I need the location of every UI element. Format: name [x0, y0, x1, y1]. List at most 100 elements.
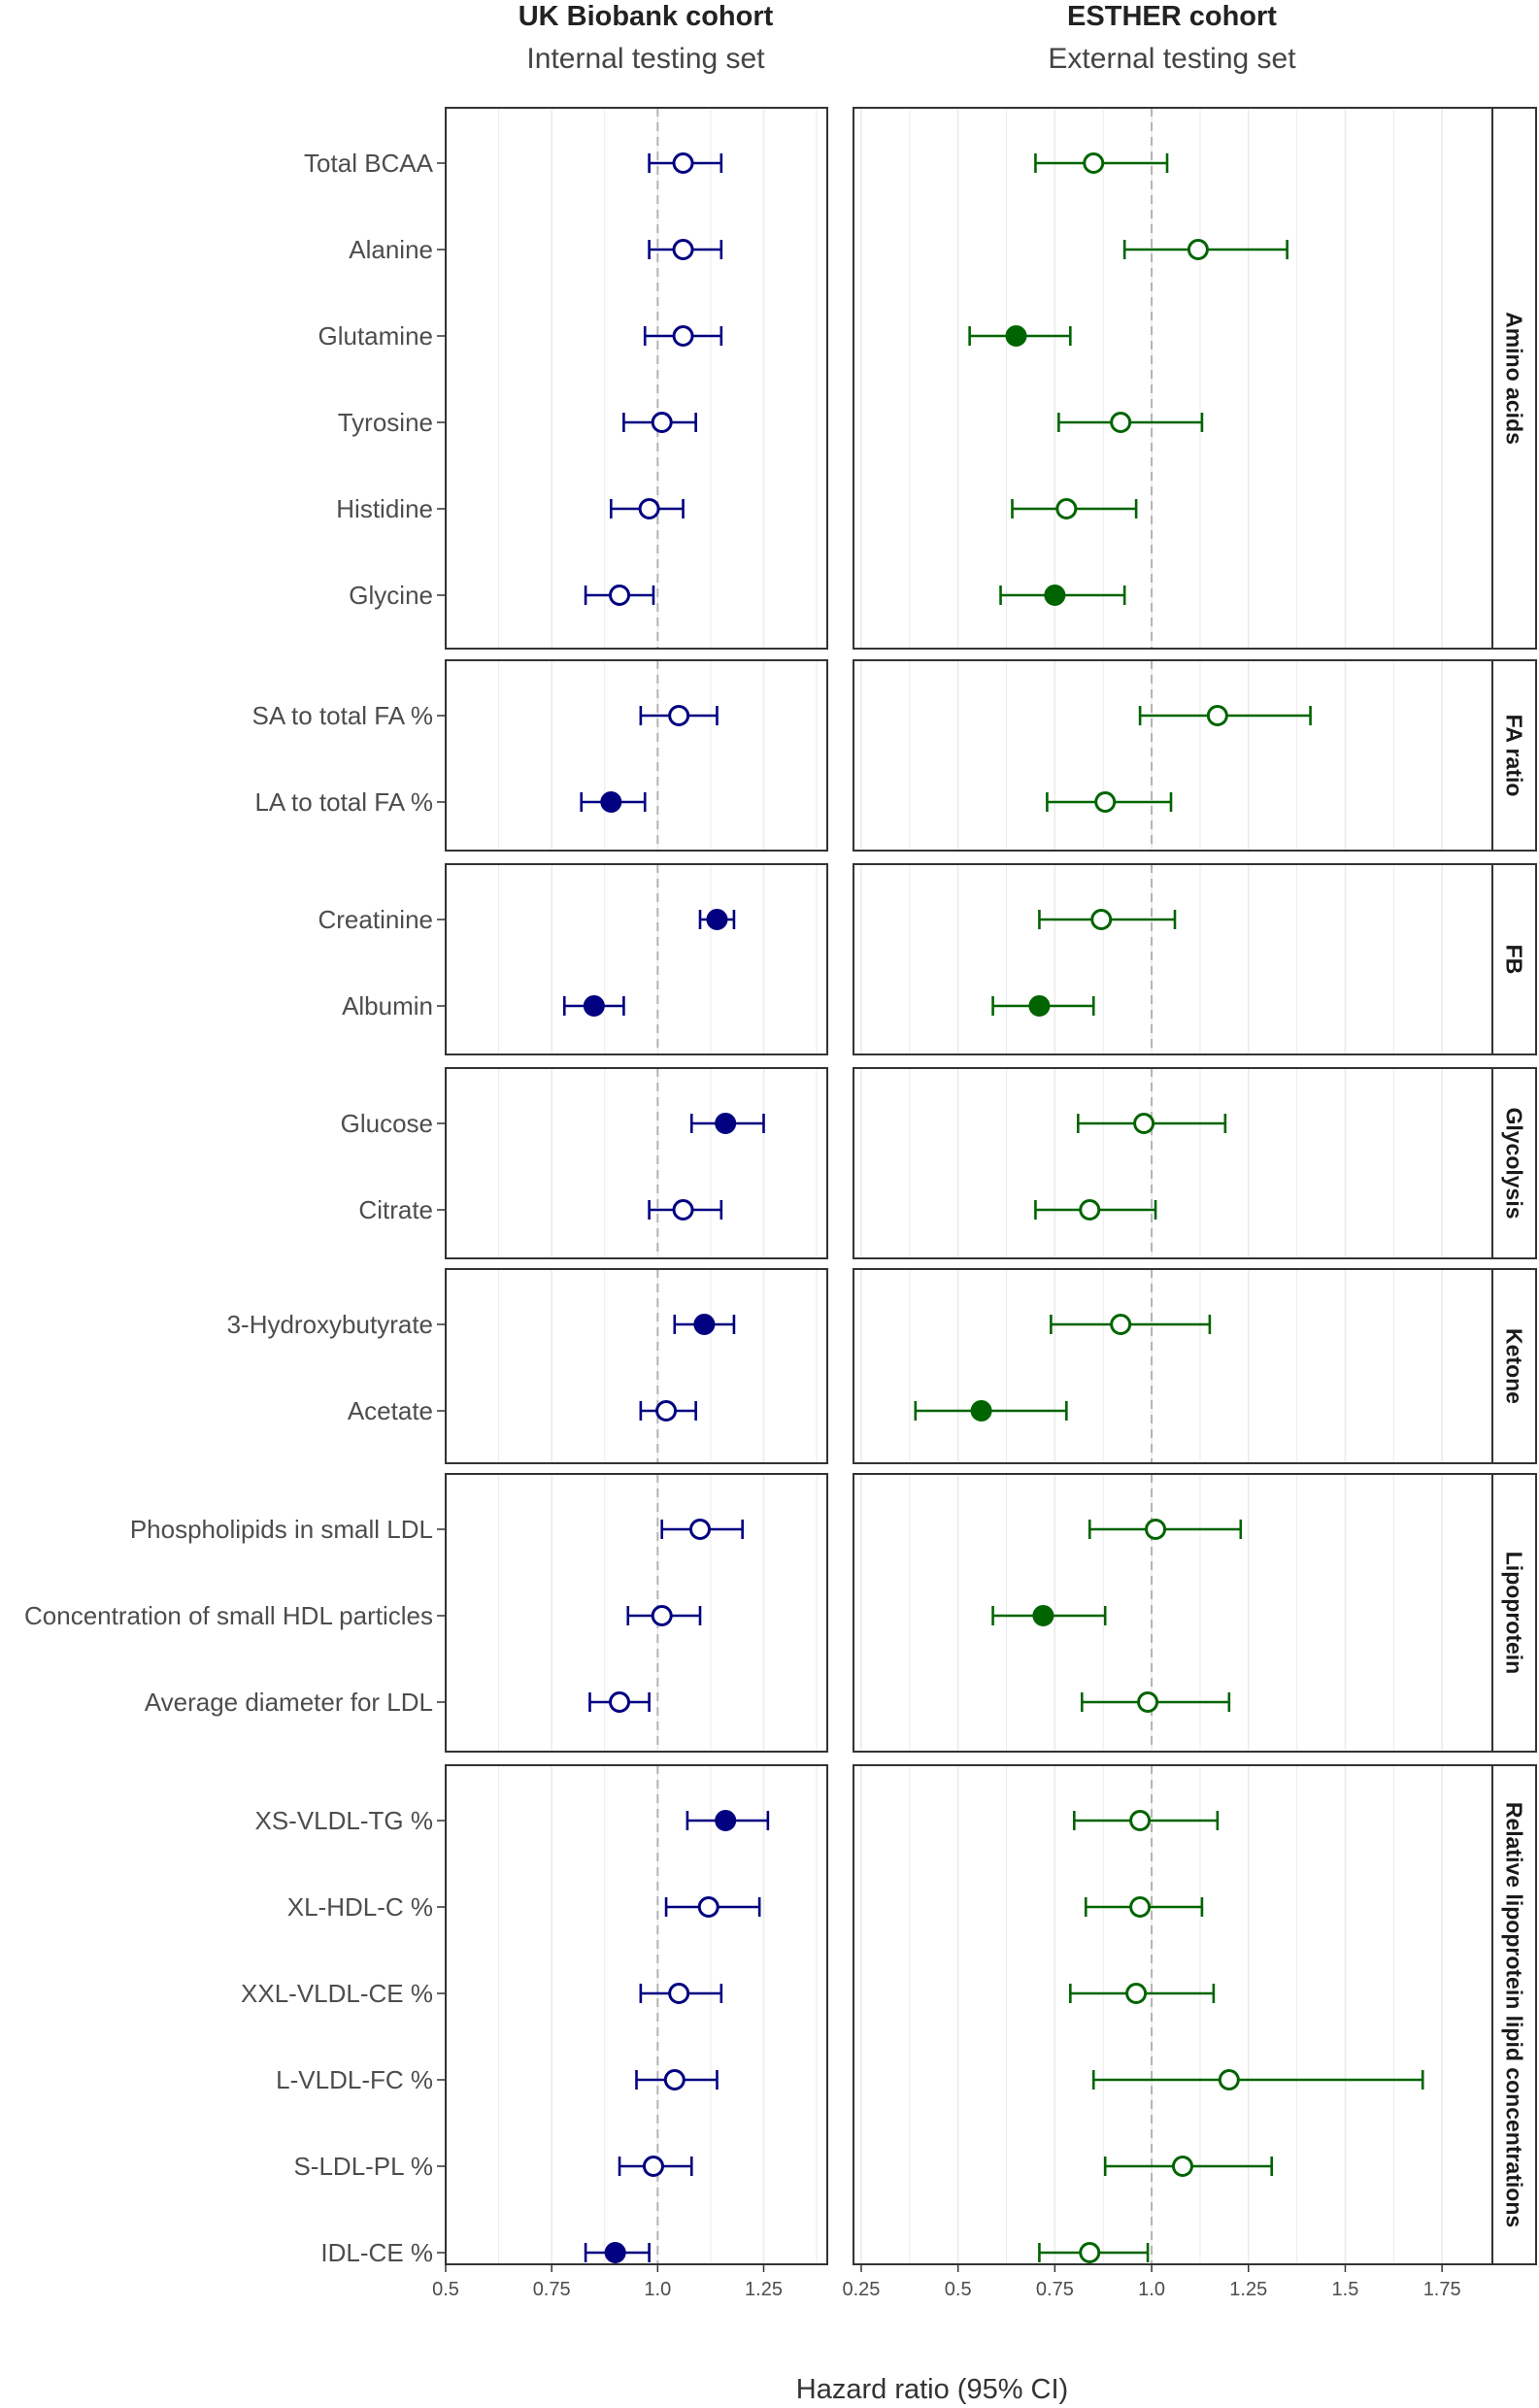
facet-label: FA ratio	[1502, 715, 1527, 797]
esther-panel-title: ESTHER cohort	[1067, 1, 1277, 32]
hr-point	[715, 1810, 737, 1831]
x-tick-label: 1.0	[644, 2279, 671, 2300]
ukb-panel-title: UK Biobank cohort	[519, 1, 774, 32]
hr-point	[1044, 585, 1066, 606]
row-label: XS-VLDL-TG %	[255, 1806, 434, 1835]
panel-background	[853, 1269, 1492, 1463]
hr-point	[689, 1519, 711, 1540]
row-label: Albumin	[342, 991, 433, 1020]
hr-point	[609, 585, 631, 606]
row-label: IDL-CE %	[320, 2238, 433, 2267]
row-label: XL-HDL-C %	[287, 1892, 433, 1922]
facet-strip	[1491, 1764, 1537, 2265]
row-label: LA to total FA %	[254, 787, 433, 817]
plot-panels: Total BCAA Alanine Glutamine Tyrosine Histid…	[24, 107, 1537, 2300]
panel-background	[446, 1474, 827, 1752]
hr-point	[1145, 1519, 1167, 1540]
hr-point	[1129, 1896, 1152, 1918]
hr-point	[1079, 2242, 1101, 2263]
hr-point	[668, 1983, 690, 2004]
row-label: Average diameter for LDL	[145, 1688, 433, 1717]
x-tick-label: 0.75	[533, 2279, 571, 2300]
panel-background	[853, 108, 1492, 649]
panel-border	[445, 863, 828, 1055]
hr-point	[651, 1605, 673, 1626]
x-tick-label: 0.75	[1036, 2279, 1074, 2300]
hr-point	[1187, 239, 1209, 260]
hr-point	[715, 1113, 737, 1134]
x-tick-label: 0.5	[945, 2279, 972, 2300]
x-tick-label: 1.25	[745, 2279, 783, 2300]
panel-border	[445, 1067, 828, 1259]
facet-strip	[1491, 107, 1537, 650]
panel-background	[853, 1474, 1492, 1752]
panel-background	[446, 660, 827, 851]
hr-point	[1137, 1691, 1159, 1713]
hr-point	[697, 1896, 719, 1918]
facet-label: Ketone	[1502, 1328, 1527, 1404]
row-label: Acetate	[348, 1396, 433, 1425]
hr-point	[663, 2069, 686, 2090]
hr-point	[1129, 1810, 1152, 1831]
panel-background	[446, 1269, 827, 1463]
facet-strip	[1491, 863, 1537, 1055]
row-label: L-VLDL-FC %	[276, 2065, 433, 2094]
hr-point	[604, 2242, 626, 2263]
hr-point	[1079, 1199, 1101, 1221]
hr-point	[672, 239, 694, 260]
hr-point	[1005, 325, 1027, 347]
x-axis-label: Hazard ratio (95% CI)	[796, 2374, 1068, 2405]
x-tick-label: 1.25	[1229, 2279, 1267, 2300]
hr-point	[1094, 791, 1117, 813]
hr-point	[638, 498, 660, 519]
row-label: Citrate	[358, 1195, 433, 1224]
row-label: Total BCAA	[304, 149, 434, 178]
row-label: Histidine	[336, 494, 433, 523]
row-label: Glutamine	[318, 321, 434, 351]
hr-point	[693, 1314, 716, 1335]
panel-background	[446, 108, 827, 649]
hr-point	[583, 995, 605, 1017]
hr-point	[1218, 2069, 1240, 2090]
facet-strip	[1491, 1268, 1537, 1464]
facet-label: Relative lipoprotein lipid concentration…	[1502, 1802, 1527, 2227]
hr-point	[706, 909, 728, 930]
hr-point	[600, 791, 622, 813]
panel-border	[445, 1268, 828, 1464]
x-tick-label: 1.5	[1332, 2279, 1359, 2300]
x-tick-label: 0.5	[432, 2279, 459, 2300]
hr-point	[672, 152, 694, 174]
panel-border	[445, 1473, 828, 1753]
panel-background	[853, 1068, 1492, 1258]
row-label: Glycine	[349, 581, 433, 610]
row-label: S-LDL-PL %	[293, 2152, 433, 2181]
panel-border	[445, 107, 828, 650]
esther-panel-subtitle: External testing set	[1048, 43, 1296, 75]
facet-label: Lipoprotein	[1502, 1552, 1527, 1674]
panel-background	[853, 660, 1492, 851]
hr-point	[970, 1400, 992, 1421]
facet-label: Amino acids	[1502, 312, 1527, 445]
facet-label: FB	[1502, 945, 1527, 975]
row-label: Concentration of small HDL particles	[24, 1601, 433, 1630]
panel-background	[853, 864, 1492, 1054]
hr-point	[609, 1691, 631, 1713]
hr-point	[1055, 498, 1078, 519]
panel-border	[445, 659, 828, 852]
hr-point	[1028, 995, 1051, 1017]
facet-label: Glycolysis	[1502, 1107, 1527, 1219]
row-label: Glucose	[341, 1109, 433, 1138]
hr-point	[672, 325, 694, 347]
panel-background	[446, 1068, 827, 1258]
hr-point	[1110, 1314, 1132, 1335]
hr-point	[1083, 152, 1105, 174]
row-label: Creatinine	[318, 905, 433, 934]
hr-point	[672, 1199, 694, 1221]
hr-point	[668, 705, 690, 726]
hr-point	[1125, 1983, 1148, 2004]
x-tick-label: 1.75	[1423, 2279, 1461, 2300]
x-tick-label: 0.25	[843, 2279, 881, 2300]
facet-strip	[1491, 659, 1537, 852]
hr-point	[642, 2156, 664, 2177]
hr-point	[1171, 2156, 1193, 2177]
